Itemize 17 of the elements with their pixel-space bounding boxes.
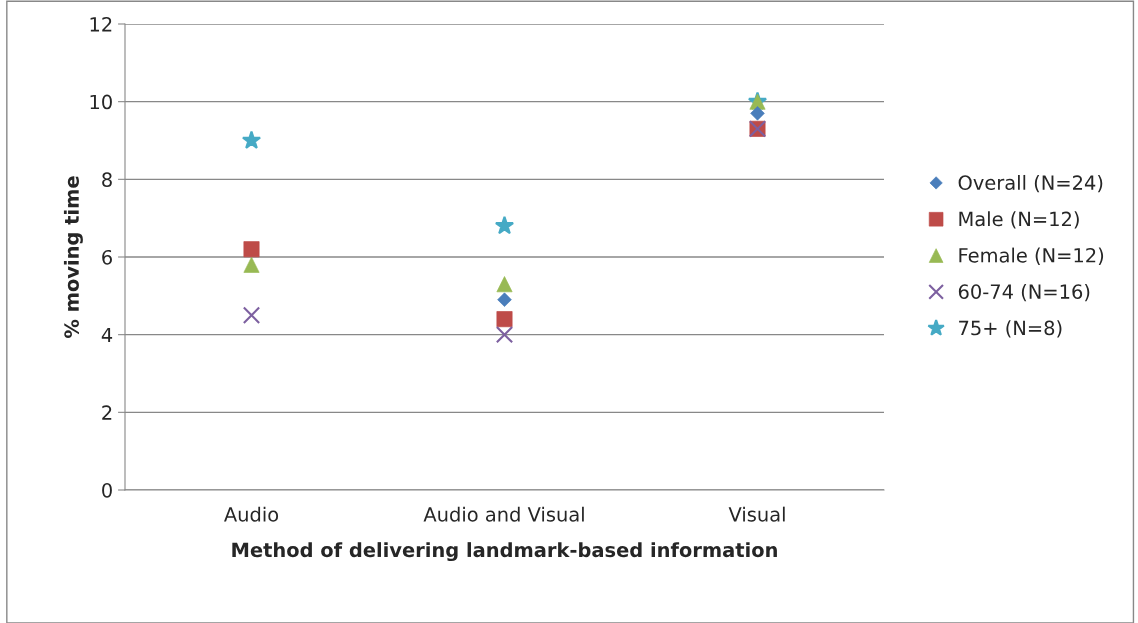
- legend-label: Female (N=12): [959, 247, 1104, 265]
- y-tick-label: 2: [102, 405, 112, 420]
- legend-label: 60-74 (N=16): [958, 283, 1090, 302]
- x-tick-label: Audio: [224, 506, 279, 522]
- legend-label: 75+ (N=8): [959, 320, 1062, 338]
- y-tick-label: 8: [102, 172, 112, 187]
- y-tick-label: 12: [90, 16, 112, 32]
- x-tick-label: Audio and Visual: [423, 506, 584, 522]
- x-axis-title: Method of delivering landmark-based information: [232, 542, 777, 562]
- y-tick-label: 10: [90, 94, 112, 110]
- y-tick-label: 4: [101, 327, 113, 343]
- legend-label: Male (N=12): [959, 211, 1079, 229]
- y-axis-title: % moving time: [63, 176, 83, 338]
- y-tick-label: 6: [102, 249, 112, 265]
- legend-label: Overall (N=24): [958, 174, 1103, 193]
- x-tick-label: Visual: [728, 506, 785, 522]
- y-tick-label: 0: [102, 482, 112, 498]
